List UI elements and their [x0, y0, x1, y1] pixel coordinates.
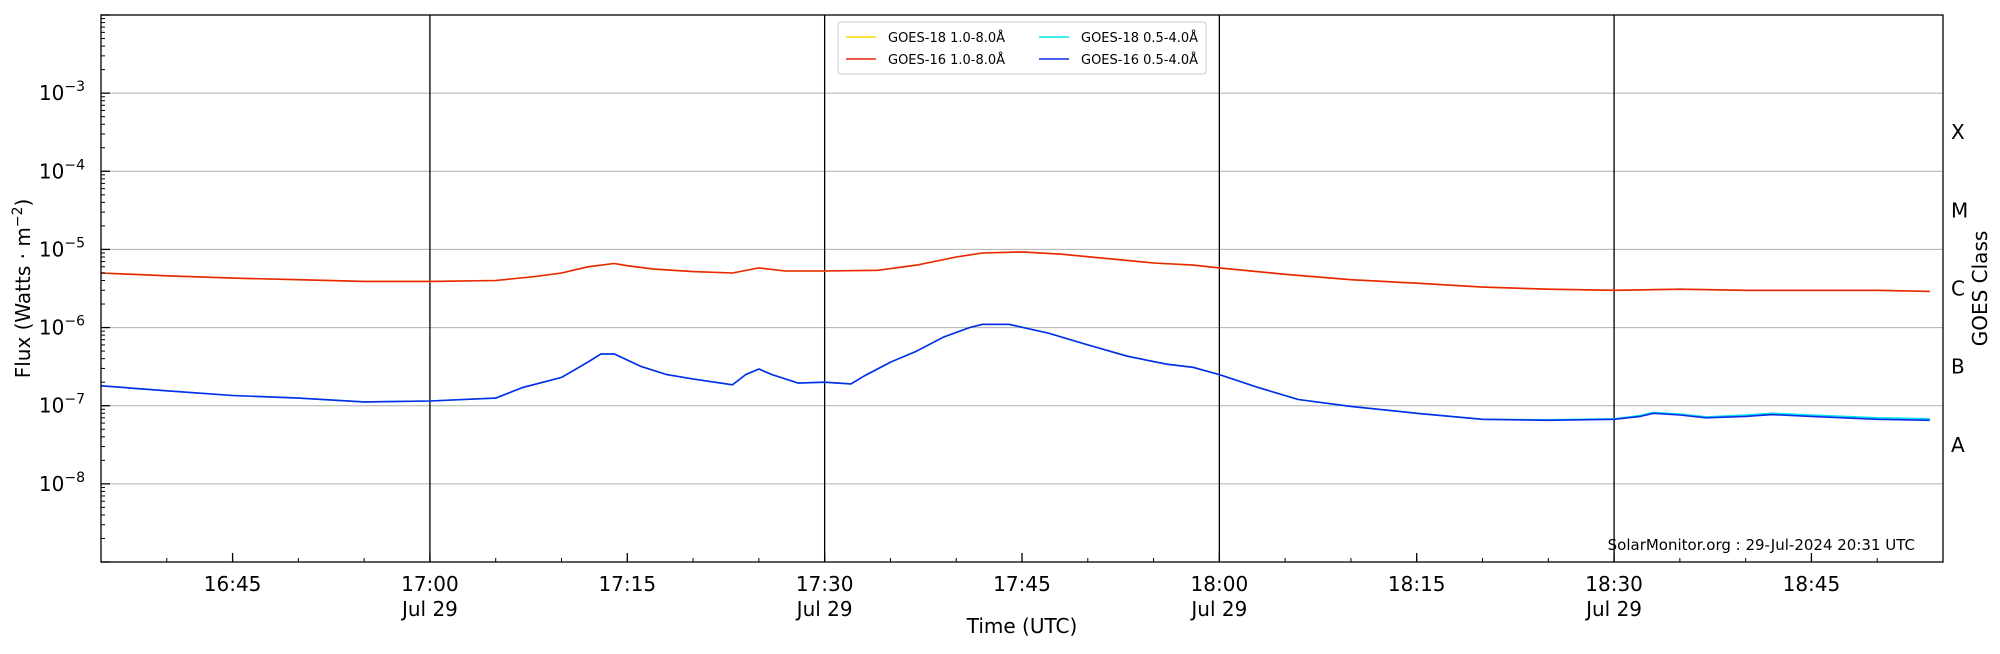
legend-box — [837, 21, 1207, 75]
legend: GOES-18 1.0-8.0Å GOES-18 0.5-4.0Å GOES-16 … — [837, 21, 1207, 75]
y-tick-label: 10−8 — [39, 470, 85, 496]
goes-class-label: X — [1951, 120, 1965, 144]
x-tick-label: 18:45 — [1783, 572, 1841, 596]
x-tick-label: 17:15 — [598, 572, 656, 596]
legend-label: GOES-18 1.0-8.0Å — [888, 30, 1005, 46]
x-tick-label: 18:15 — [1388, 572, 1446, 596]
vline-layer — [429, 15, 1615, 562]
y-tick-labels: 10−8 10−7 10−6 10−5 10−4 10−3 — [39, 79, 85, 496]
x-tick-date-label: Jul 29 — [795, 597, 853, 621]
goes-class-labels: A B C M X — [1951, 120, 1968, 457]
y-tick-label: 10−7 — [39, 392, 85, 418]
goes-class-label: A — [1951, 433, 1965, 457]
goes-class-label: C — [1951, 277, 1965, 301]
legend-label: GOES-18 0.5-4.0Å — [1081, 30, 1198, 46]
x-tick-label: 17:00 — [401, 572, 459, 596]
x-tick-date-label: Jul 29 — [1584, 597, 1642, 621]
series-line — [100, 323, 1930, 422]
plot-frame — [100, 14, 1944, 563]
series-line — [100, 251, 1930, 293]
x-tick-label: 18:00 — [1191, 572, 1249, 596]
y-tick-label: 10−3 — [39, 79, 85, 105]
x-axis-title: Time (UTC) — [966, 614, 1078, 638]
series-layer — [100, 251, 1930, 422]
series-line — [100, 251, 1930, 293]
legend-label: GOES-16 0.5-4.0Å — [1081, 52, 1198, 68]
x-tick-label: 17:45 — [993, 572, 1051, 596]
y-tick-label: 10−6 — [39, 314, 85, 340]
goes-class-label: B — [1951, 355, 1965, 379]
legend-label: GOES-16 1.0-8.0Å — [888, 52, 1005, 68]
y2-axis-title: GOES Class — [1968, 231, 1992, 347]
x-tick-label: 17:30 — [796, 572, 854, 596]
x-tick-label: 18:30 — [1585, 572, 1643, 596]
tick-layer — [100, 14, 1944, 563]
y-tick-label: 10−5 — [39, 235, 85, 261]
credit-text: SolarMonitor.org : 29-Jul-2024 20:31 UTC — [1608, 536, 1915, 554]
goes-class-label: M — [1951, 198, 1968, 222]
y-axis-title: Flux (Watts · m−2) — [10, 199, 35, 379]
x-tick-label: 16:45 — [204, 572, 262, 596]
x-tick-date-label: Jul 29 — [400, 597, 458, 621]
x-tick-date-label: Jul 29 — [1189, 597, 1247, 621]
y-tick-label: 10−4 — [39, 157, 85, 183]
grid-layer — [101, 92, 1943, 485]
